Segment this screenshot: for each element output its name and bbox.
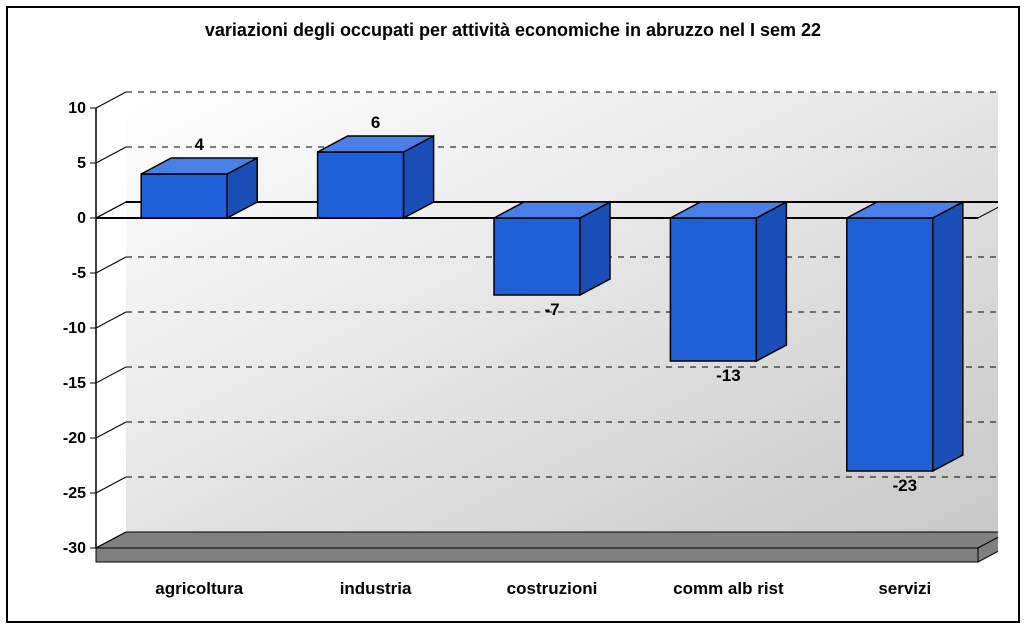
chart-area: 10 5 0 -5 -10 -15 -20 -25 -30 4 agricoltura 6 indust… [32,68,998,608]
gridline-side [96,257,126,273]
data-label: 4 [194,135,204,154]
data-label: 6 [371,113,380,132]
y-tick-label: -5 [72,265,86,282]
y-tick-label: -20 [63,430,86,447]
bar-front [670,218,756,361]
bar-front [141,174,227,218]
bar-front [847,218,933,471]
gridline-side [96,422,126,438]
data-label: -13 [716,366,741,385]
bar-side [933,202,963,471]
gridline-side [96,147,126,163]
chart-frame: variazioni degli occupati per attività e… [6,6,1020,623]
y-tick-label: -25 [63,485,86,502]
gridline-side [96,367,126,383]
floor-top [96,532,998,548]
y-tick-label: -30 [63,540,86,557]
data-label: -7 [544,300,559,319]
data-label: -23 [893,476,918,495]
x-category-label: industria [340,579,412,598]
gridline-side [96,312,126,328]
x-category-label: costruzioni [507,579,598,598]
gridline-side [96,477,126,493]
y-tick-label: 10 [68,100,86,117]
bar-front [318,152,404,218]
x-category-label: comm alb rist [673,579,784,598]
x-category-label: agricoltura [155,579,243,598]
bar-side [756,202,786,361]
y-tick-label: -10 [63,320,86,337]
bar-front [494,218,580,295]
floor-front [96,548,978,562]
y-tick-label: 0 [77,210,86,227]
chart-title: variazioni degli occupati per attività e… [8,20,1018,41]
x-category-label: servizi [878,579,931,598]
y-tick-label: 5 [77,155,86,172]
bar-chart-3d: 10 5 0 -5 -10 -15 -20 -25 -30 4 agricoltura 6 indust… [32,68,998,608]
gridline-side [96,92,126,108]
y-tick-label: -15 [63,375,86,392]
